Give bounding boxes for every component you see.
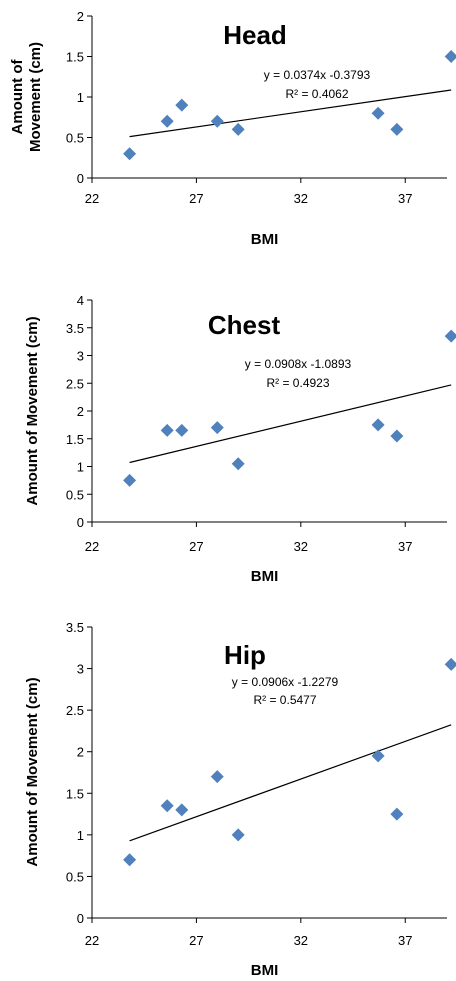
data-point (371, 106, 385, 120)
x-axis-title: BMI (251, 962, 279, 979)
data-point (175, 98, 189, 112)
data-point (210, 114, 224, 128)
y-axis-title: Amount ofMovement (cm) (9, 42, 44, 152)
x-axis-title: BMI (251, 231, 279, 248)
y-tick-label: 1 (77, 90, 84, 105)
data-point (390, 122, 404, 136)
data-point (210, 770, 224, 784)
y-tick-label: 1 (77, 460, 84, 475)
x-tick-label: 32 (294, 191, 308, 206)
data-point (444, 657, 456, 671)
y-tick-label: 2 (77, 9, 84, 24)
data-point (444, 50, 456, 63)
data-point (123, 147, 137, 161)
trendline-equation: y = 0.0374x -0.3793 (264, 68, 371, 82)
trendline (129, 384, 452, 464)
r-squared-label: R² = 0.5477 (253, 693, 316, 707)
trendline (129, 724, 452, 842)
x-tick-label: 27 (189, 933, 203, 948)
y-axis-title: Amount of Movement (cm) (24, 316, 41, 505)
x-tick-label: 27 (189, 539, 203, 554)
data-point (231, 457, 245, 471)
y-axis-title-line: Movement (cm) (27, 42, 44, 152)
data-point (231, 122, 245, 136)
y-tick-label: 2.5 (66, 376, 84, 391)
y-tick-label: 3 (77, 662, 84, 677)
y-tick-label: 0.5 (66, 131, 84, 146)
data-point (123, 853, 137, 867)
data-point (231, 828, 245, 842)
data-point (160, 799, 174, 813)
y-tick-label: 1.5 (66, 50, 84, 65)
data-point (210, 421, 224, 435)
data-point (371, 418, 385, 432)
chart-title: Chest (208, 310, 281, 340)
y-tick-label: 3 (77, 349, 84, 364)
data-point (160, 114, 174, 128)
x-tick-label: 32 (294, 539, 308, 554)
y-tick-label: 3.5 (66, 620, 84, 635)
data-point (123, 473, 137, 487)
r-squared-label: R² = 0.4923 (266, 376, 329, 390)
x-tick-label: 22 (85, 191, 99, 206)
x-tick-label: 32 (294, 933, 308, 948)
y-tick-label: 0 (77, 911, 84, 926)
data-point (390, 807, 404, 821)
x-tick-label: 37 (398, 191, 412, 206)
trendline (129, 89, 452, 138)
data-point (444, 329, 456, 343)
data-point (390, 429, 404, 443)
x-tick-label: 22 (85, 539, 99, 554)
y-tick-label: 2 (77, 745, 84, 760)
data-point (160, 423, 174, 437)
y-tick-label: 1.5 (66, 432, 84, 447)
chart-title: Hip (224, 640, 266, 670)
chart-panel-chest: 0 0.5 1 1.5 2 2.5 3 3.5 4 22 27 32 37 Chest y = 0.0908… (24, 293, 456, 585)
y-tick-label: 3.5 (66, 321, 84, 336)
x-tick-label: 37 (398, 539, 412, 554)
trendline-equation: y = 0.0908x -1.0893 (245, 357, 352, 371)
y-axis-title-line: Amount of (9, 59, 26, 135)
y-tick-label: 2 (77, 404, 84, 419)
data-point (175, 423, 189, 437)
y-tick-label: 0 (77, 171, 84, 186)
x-tick-label: 27 (189, 191, 203, 206)
y-tick-label: 0.5 (66, 487, 84, 502)
y-tick-label: 1.5 (66, 786, 84, 801)
chart-title: Head (223, 20, 287, 50)
x-tick-label: 37 (398, 933, 412, 948)
data-point (371, 749, 385, 763)
data-point (175, 803, 189, 817)
trendline-equation: y = 0.0906x -1.2279 (232, 675, 339, 689)
x-axis-title: BMI (251, 568, 279, 585)
y-tick-label: 4 (77, 293, 84, 308)
y-tick-label: 0 (77, 515, 84, 530)
y-tick-label: 2.5 (66, 703, 84, 718)
y-axis-title: Amount of Movement (cm) (24, 677, 41, 866)
x-tick-label: 22 (85, 933, 99, 948)
chart-panel-hip: 0 0.5 1 1.5 2 2.5 3 3.5 22 27 32 37 Hip y = 0.0906x -… (24, 620, 456, 979)
y-tick-label: 1 (77, 828, 84, 843)
y-tick-label: 0.5 (66, 869, 84, 884)
r-squared-label: R² = 0.4062 (285, 87, 348, 101)
